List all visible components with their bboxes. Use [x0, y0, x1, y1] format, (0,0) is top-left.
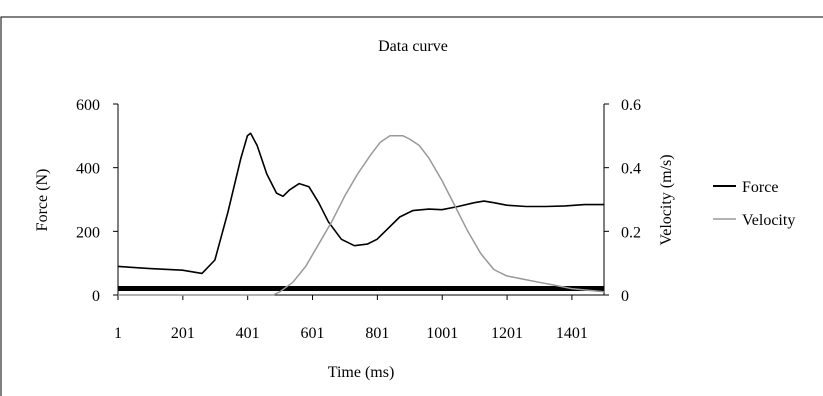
right-tick-label: 0 [621, 288, 629, 305]
x-tick-label: 201 [171, 325, 195, 342]
legend: Force Velocity [713, 179, 795, 229]
left-axis-ticks: 0 200 400 600 [76, 97, 118, 305]
right-tick-label: 0.2 [621, 224, 641, 241]
chart-title: Data curve [378, 38, 448, 55]
legend-velocity-label: Velocity [742, 212, 795, 229]
x-tick-label: 1 [114, 325, 122, 342]
chart-border [0, 16, 823, 396]
left-tick-label: 200 [76, 224, 100, 241]
baseline-band [118, 286, 604, 291]
x-tick-label: 401 [236, 325, 260, 342]
right-tick-label: 0.4 [621, 161, 641, 178]
x-tick-label: 801 [365, 325, 389, 342]
x-axis-label: Time (ms) [328, 364, 395, 381]
left-tick-label: 400 [76, 161, 100, 178]
series-group [117, 132, 605, 296]
left-tick-label: 0 [92, 288, 100, 305]
right-y-axis-label: Velocity (m/s) [658, 154, 675, 245]
x-axis-ticks: 1 201 401 601 801 1001 1201 1401 [114, 295, 588, 342]
left-y-axis-label: Force (N) [34, 169, 51, 232]
series-line-force [117, 132, 604, 275]
right-tick-label: 0.6 [621, 97, 641, 114]
x-tick-label: 601 [301, 325, 325, 342]
x-tick-label: 1001 [426, 325, 458, 342]
series-line-velocity [118, 135, 605, 296]
x-tick-label: 1401 [556, 325, 588, 342]
x-tick-label: 1201 [491, 325, 523, 342]
right-axis-ticks: 0 0.2 0.4 0.6 [604, 97, 641, 305]
left-tick-label: 600 [76, 97, 100, 114]
legend-force-label: Force [742, 179, 778, 196]
